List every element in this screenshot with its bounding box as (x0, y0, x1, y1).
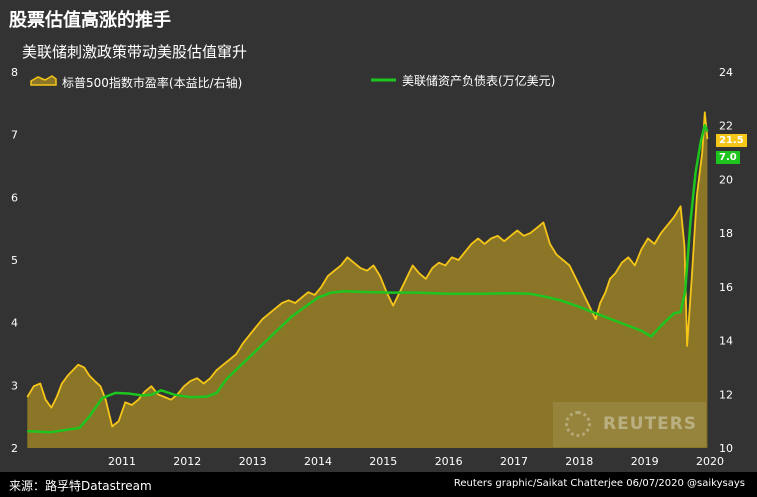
left-axis-tick-label: 6 (11, 191, 18, 204)
x-axis-tick-label: 2017 (500, 455, 528, 468)
source-note: 来源：路孚特Datastream (9, 479, 152, 493)
left-axis-tick-label: 8 (11, 66, 18, 79)
right-axis-tick-label: 14 (719, 335, 733, 348)
right-axis-tick-label: 12 (719, 388, 733, 401)
left-axis-tick-label: 5 (11, 254, 18, 267)
chart-plot: 2 3 4 5 6 7 8 10 12 14 16 18 20 22 24 2011 2012 2013 2014 2… (11, 66, 733, 468)
left-axis-tick-label: 4 (11, 317, 18, 330)
right-axis-tick-label: 20 (719, 173, 733, 186)
right-axis-tick-label: 24 (719, 66, 733, 79)
footer-bar: 来源：路孚特Datastream Reuters graphic/Saikat … (0, 472, 757, 497)
left-axis-tick-label: 7 (11, 129, 18, 142)
watermark-text: REUTERS (603, 414, 698, 434)
pe-series-line (26, 111, 709, 428)
legend-label-pe: 标普500指数市盈率(本益比/右轴) (62, 75, 242, 90)
x-axis-tick-label: 2013 (239, 455, 267, 468)
reuters-watermark: REUTERS (553, 402, 706, 447)
fed-series-line (27, 124, 709, 434)
right-axis-tick-label: 16 (719, 281, 733, 294)
left-axis-tick-label: 2 (11, 442, 18, 455)
x-axis-tick-label: 2020 (696, 455, 724, 468)
right-axis-tick-label: 18 (719, 227, 733, 240)
legend-swatch-pe (30, 75, 57, 86)
legend-label-fed: 美联储资产负债表(万亿美元) (402, 73, 555, 88)
reuters-logo-icon (565, 411, 591, 437)
graphic-credit: Reuters graphic/Saikat Chatterjee 06/07/… (453, 478, 745, 489)
x-axis-tick-label: 2011 (108, 455, 136, 468)
pe-area-fill (27, 112, 708, 449)
fed-end-label: 7.0 (716, 151, 740, 164)
x-axis-tick-label: 2016 (435, 455, 463, 468)
x-axis-tick-label: 2018 (565, 455, 593, 468)
chart-title: 股票估值高涨的推手 (9, 10, 171, 31)
left-axis-tick-label: 3 (11, 379, 18, 392)
x-axis-tick-label: 2015 (369, 455, 397, 468)
x-axis-tick-label: 2014 (304, 455, 332, 468)
pe-end-label: 21.5 (716, 134, 747, 147)
chart-subtitle: 美联储刺激政策带动美股估值窜升 (22, 43, 248, 61)
right-axis-tick-label: 22 (719, 120, 733, 133)
x-axis-tick-label: 2012 (173, 455, 201, 468)
right-axis-tick-label: 10 (719, 442, 733, 455)
x-axis-tick-label: 2019 (631, 455, 659, 468)
